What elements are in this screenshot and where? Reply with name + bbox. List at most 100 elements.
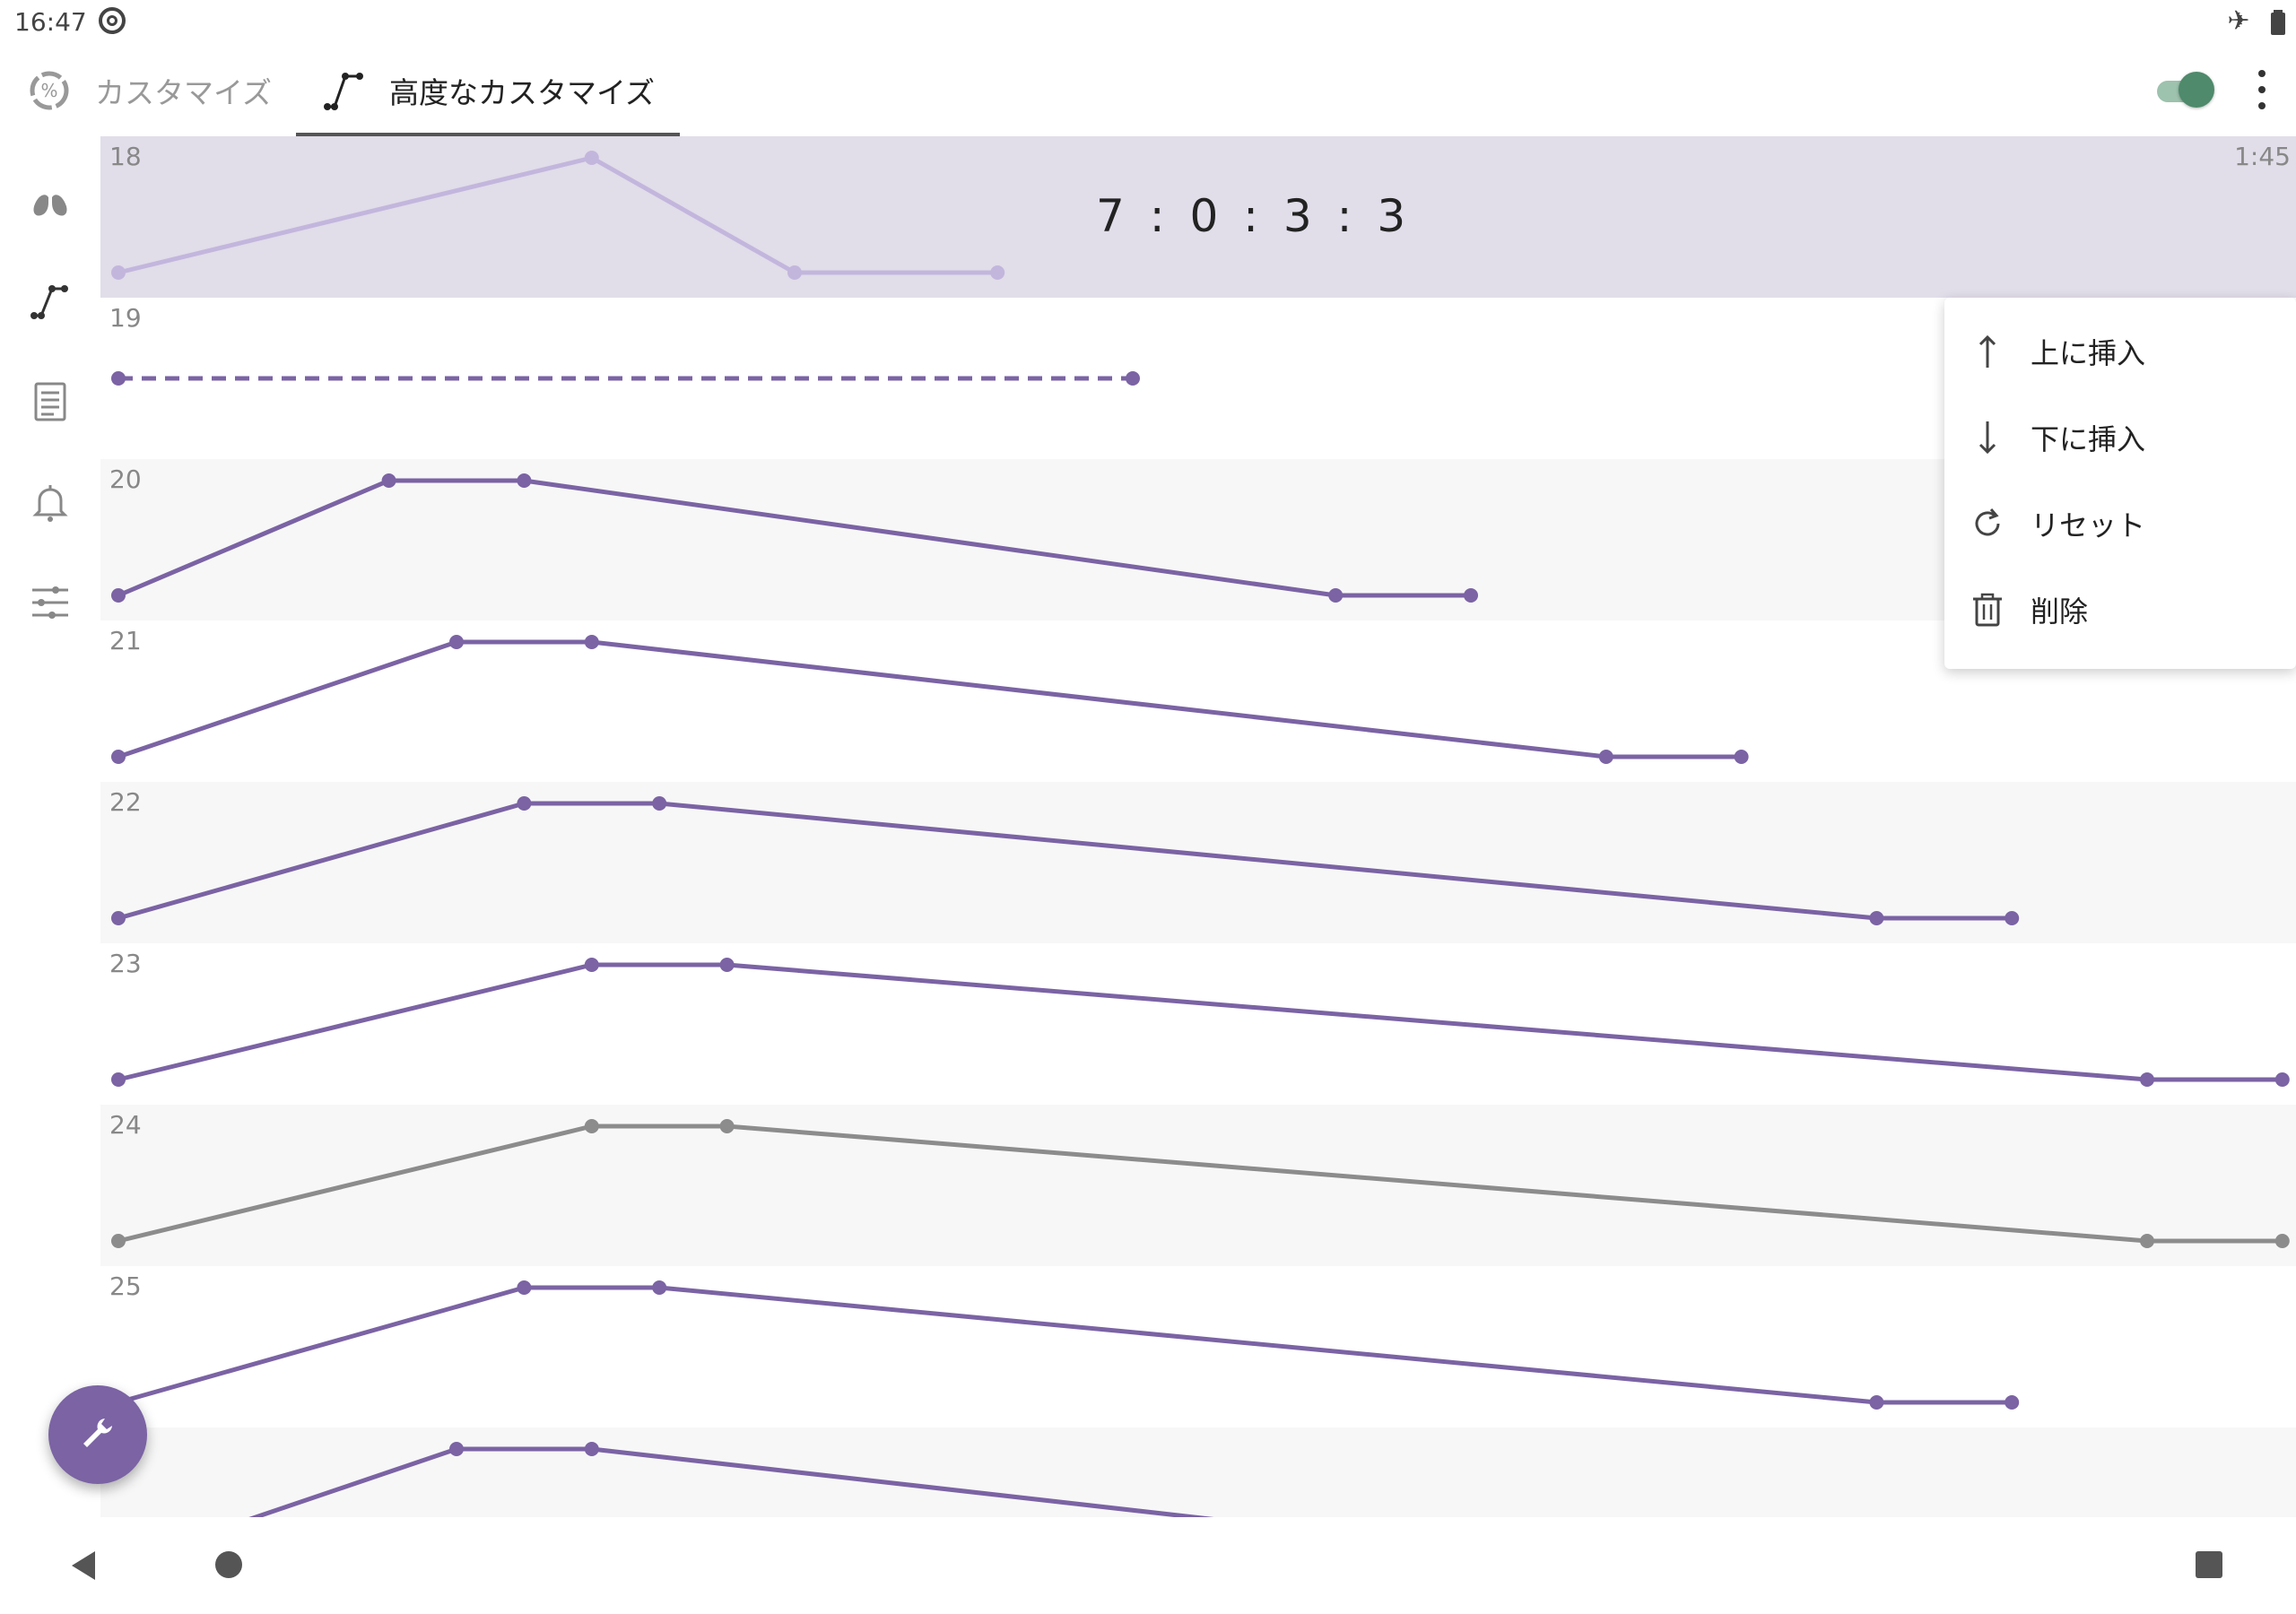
pattern-row[interactable]: 24 xyxy=(100,1105,2296,1266)
lungs-icon[interactable] xyxy=(22,172,79,230)
menu-insert-above[interactable]: 上に挿入 xyxy=(1944,308,2296,395)
menu-insert-below[interactable]: 下に挿入 xyxy=(1944,395,2296,481)
data-point-20-0[interactable] xyxy=(111,588,126,603)
data-point-24-4[interactable] xyxy=(2274,1234,2290,1248)
data-point-20-4[interactable] xyxy=(1464,588,1478,603)
row-level-label: 19 xyxy=(109,303,142,333)
airplane-icon: ✈ xyxy=(2227,5,2250,37)
refresh-icon xyxy=(1966,502,2009,545)
data-point-20-2[interactable] xyxy=(517,473,532,488)
menu-label: リセット xyxy=(2031,508,2146,542)
data-point-26-2[interactable] xyxy=(584,1442,599,1456)
series-line-24 xyxy=(117,1124,2283,1244)
pattern-list: 18 7 : 0 : 3 : 3 1:45 19 20 21 22 23 24 … xyxy=(100,136,2296,1517)
tools-fab-button[interactable] xyxy=(48,1385,147,1484)
arrow-down-icon xyxy=(1966,416,2009,459)
nav-back-icon[interactable] xyxy=(72,1551,95,1580)
status-time: 16:47 xyxy=(14,7,87,37)
sync-off-icon xyxy=(99,7,126,34)
data-point-22-0[interactable] xyxy=(111,911,126,925)
row-level-label: 20 xyxy=(109,464,142,494)
series-line-25 xyxy=(117,1285,2013,1405)
system-nav-bar xyxy=(0,1517,2296,1614)
row-level-label: 21 xyxy=(109,626,142,655)
data-point-21-4[interactable] xyxy=(1734,750,1749,764)
data-point-22-3[interactable] xyxy=(1869,911,1884,925)
data-point-23-0[interactable] xyxy=(111,1072,126,1087)
tab-label: 高度なカスタマイズ xyxy=(389,75,656,110)
percent-circle-icon: % xyxy=(27,68,72,113)
pattern-row[interactable]: 21 xyxy=(100,620,2296,782)
tab-advanced-customize[interactable]: 高度なカスタマイズ xyxy=(321,45,655,136)
nav-recents-icon[interactable] xyxy=(2196,1551,2222,1578)
sliders-icon[interactable] xyxy=(22,574,79,631)
tab-bar: % カスタマイズ 高度なカスタマイズ xyxy=(0,45,2296,137)
series-line-23 xyxy=(117,962,2283,1082)
data-point-24-1[interactable] xyxy=(584,1119,599,1133)
row-duration: 1:45 xyxy=(2234,142,2291,171)
data-point-22-2[interactable] xyxy=(652,796,667,811)
pattern-row[interactable]: 19 xyxy=(100,298,2296,459)
data-point-18-0[interactable] xyxy=(111,265,126,280)
series-line-22 xyxy=(117,801,2013,921)
tab-customize[interactable]: % カスタマイズ xyxy=(27,45,272,136)
data-point-19-0[interactable] xyxy=(111,371,126,386)
data-point-21-2[interactable] xyxy=(584,635,599,649)
data-point-21-3[interactable] xyxy=(1598,750,1613,764)
data-point-25-3[interactable] xyxy=(1869,1395,1884,1410)
battery-icon xyxy=(2271,9,2285,35)
data-point-21-1[interactable] xyxy=(449,635,464,649)
svg-text:%: % xyxy=(40,80,57,101)
data-point-25-2[interactable] xyxy=(652,1280,667,1295)
tab-indicator xyxy=(296,133,680,136)
more-options-icon[interactable] xyxy=(2253,70,2271,109)
data-point-18-2[interactable] xyxy=(787,265,802,280)
arrow-up-icon xyxy=(1966,330,2009,373)
graph-icon xyxy=(321,68,366,113)
graph-icon[interactable] xyxy=(22,273,79,330)
data-point-23-3[interactable] xyxy=(2140,1072,2154,1087)
data-point-20-1[interactable] xyxy=(381,473,396,488)
enable-toggle[interactable] xyxy=(2157,70,2214,109)
pattern-row[interactable]: 23 xyxy=(100,943,2296,1105)
wrench-icon xyxy=(78,1413,117,1456)
data-point-22-4[interactable] xyxy=(2005,911,2020,925)
data-point-23-4[interactable] xyxy=(2274,1072,2290,1087)
row-level-label: 22 xyxy=(109,787,142,817)
pattern-row[interactable] xyxy=(100,1427,2296,1517)
menu-delete[interactable]: 削除 xyxy=(1944,567,2296,653)
context-menu: 上に挿入 下に挿入 リセット 削除 xyxy=(1944,298,2296,669)
data-point-24-2[interactable] xyxy=(719,1119,735,1133)
breathing-ratio: 7 : 0 : 3 : 3 xyxy=(1096,190,1412,242)
data-point-25-1[interactable] xyxy=(517,1280,532,1295)
menu-label: 上に挿入 xyxy=(2031,336,2146,370)
menu-label: 下に挿入 xyxy=(2031,422,2146,456)
status-bar: 16:47 ✈ xyxy=(0,0,2296,45)
trash-icon xyxy=(1966,588,2009,631)
data-point-20-3[interactable] xyxy=(1328,588,1344,603)
row-level-label: 18 xyxy=(109,142,142,171)
list-icon[interactable] xyxy=(22,373,79,430)
nav-home-icon[interactable] xyxy=(215,1551,242,1578)
row-level-label: 25 xyxy=(109,1271,142,1301)
data-point-23-2[interactable] xyxy=(719,958,735,972)
data-point-18-1[interactable] xyxy=(584,151,599,165)
data-point-24-3[interactable] xyxy=(2140,1234,2154,1248)
data-point-26-1[interactable] xyxy=(449,1442,464,1456)
series-line-26 xyxy=(248,1446,1214,1517)
bell-icon[interactable] xyxy=(22,473,79,531)
data-point-21-0[interactable] xyxy=(111,750,126,764)
data-point-24-0[interactable] xyxy=(111,1234,126,1248)
data-point-22-1[interactable] xyxy=(517,796,532,811)
data-point-25-4[interactable] xyxy=(2005,1395,2020,1410)
pattern-row-selected[interactable]: 18 7 : 0 : 3 : 3 1:45 xyxy=(100,136,2296,298)
sidebar xyxy=(0,136,101,1517)
data-point-18-3[interactable] xyxy=(990,265,1005,280)
data-point-23-1[interactable] xyxy=(584,958,599,972)
series-line-18 xyxy=(117,155,998,275)
data-point-19-1[interactable] xyxy=(1126,371,1140,386)
menu-reset[interactable]: リセット xyxy=(1944,481,2296,567)
row-level-label: 23 xyxy=(109,949,142,978)
pattern-row[interactable]: 20 xyxy=(100,459,2296,620)
series-line-20 xyxy=(117,478,1471,598)
